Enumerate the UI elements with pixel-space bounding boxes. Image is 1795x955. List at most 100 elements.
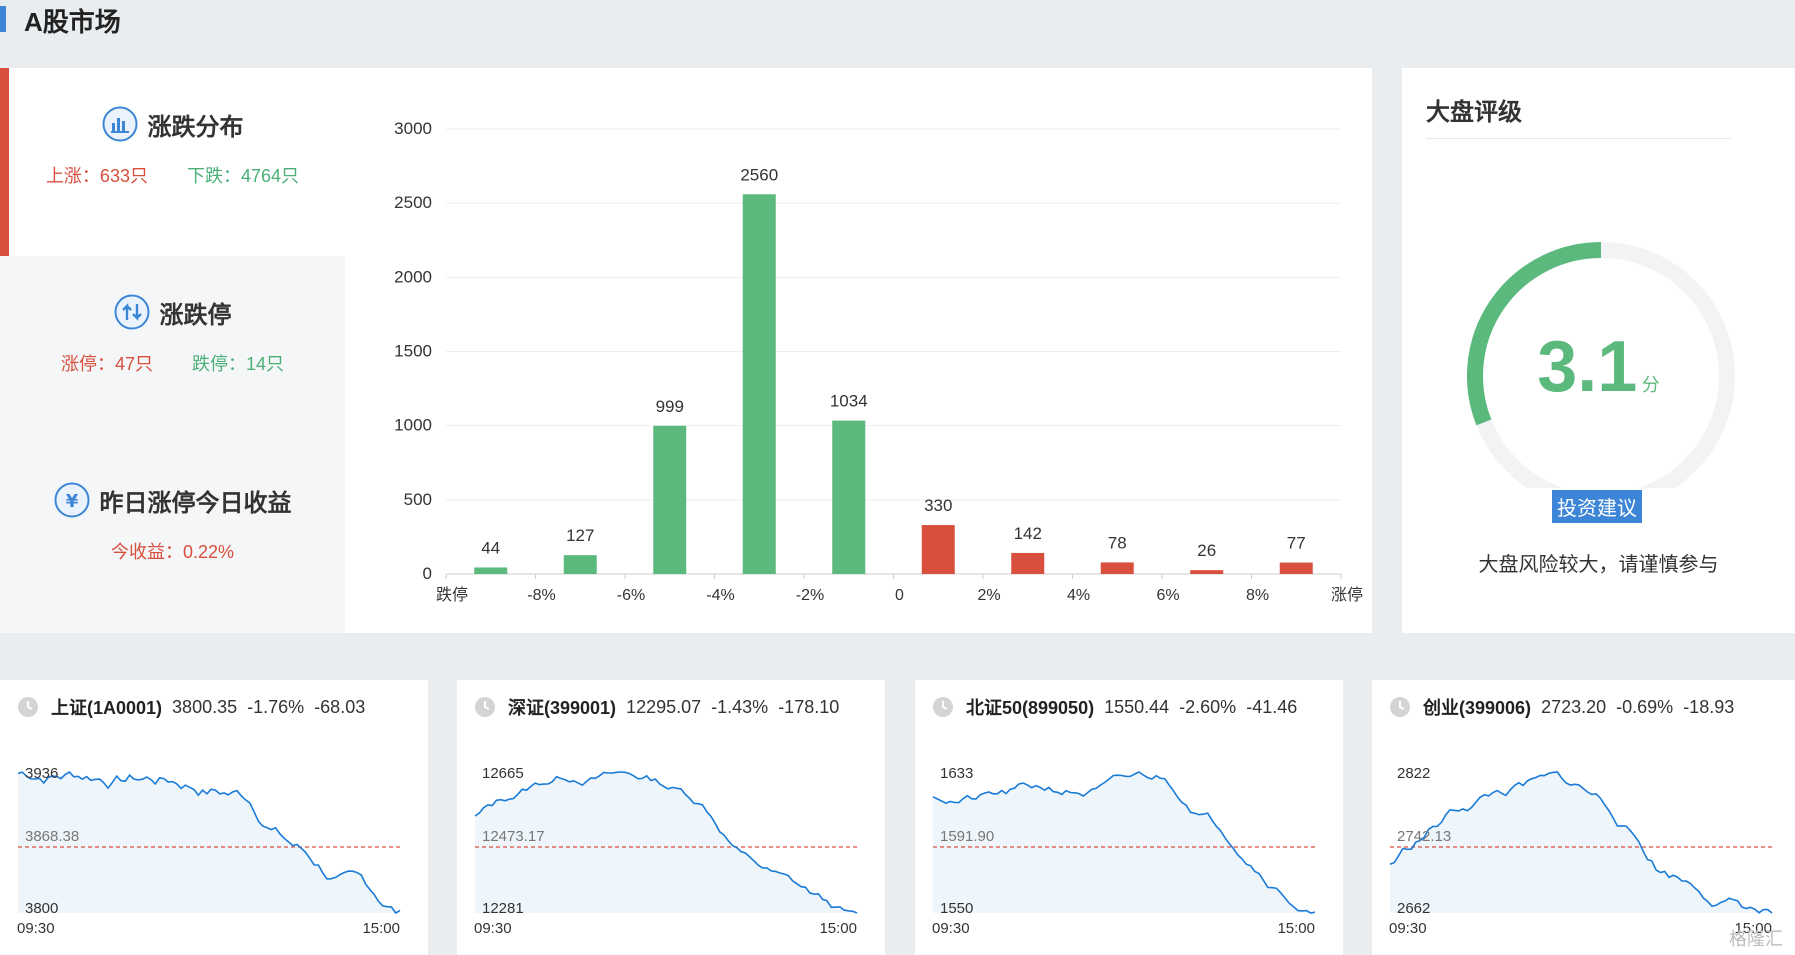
index-header: 创业(399006) 2723.20 -0.69% -18.93 [1389, 694, 1744, 720]
index-card-sz[interactable]: 深证(399001) 12295.07 -1.43% -178.10 12665 1247… [457, 680, 885, 955]
axis-low-label: 3800 [25, 900, 58, 917]
x-tick-label: 跌停 [436, 586, 468, 604]
active-indicator [0, 68, 9, 256]
clock-icon [933, 697, 953, 717]
stat-distribution[interactable]: 涨跌分布 上涨：633只 下跌：4764只 [0, 68, 345, 256]
page-title: A股市场 [24, 7, 121, 37]
rating-score: 3.1 [1537, 327, 1638, 407]
index-price: 3800.35 [172, 696, 238, 717]
y-tick-label: 500 [404, 490, 432, 509]
bar-value-label: 78 [1108, 533, 1127, 552]
axis-ref-label: 3868.38 [25, 828, 79, 845]
y-tick-label: 1000 [394, 416, 432, 435]
down-count: 下跌：4764只 [187, 166, 300, 186]
gauge-arc [1467, 242, 1602, 426]
index-card-sh[interactable]: 上证(1A0001) 3800.35 -1.76% -68.03 3936 3868.38… [0, 680, 428, 955]
axis-start-time: 09:30 [932, 920, 970, 937]
rating-divider [1426, 138, 1731, 139]
bar[interactable] [1011, 552, 1045, 574]
index-pct: -2.60% [1179, 696, 1237, 717]
header-accent [0, 6, 6, 32]
limit-down-count: 跌停：14只 [192, 354, 285, 374]
rating-gauge [1467, 242, 1735, 488]
sparkline-line [17, 770, 401, 915]
y-tick-label: 2500 [394, 193, 432, 212]
axis-low-label: 12281 [482, 900, 524, 917]
axis-low-label: 1550 [940, 900, 973, 917]
axis-high-label: 3936 [25, 765, 58, 782]
axis-high-label: 1633 [940, 765, 973, 782]
x-tick-label: 0 [895, 587, 904, 604]
bar-value-label: 142 [1014, 524, 1042, 543]
index-header: 北证50(899050) 1550.44 -2.60% -41.46 [932, 694, 1307, 720]
axis-ref-label: 1591.90 [940, 828, 994, 845]
clock-icon [475, 697, 495, 717]
index-sparkline: 1633 1591.90 1550 09:30 15:00 [932, 765, 1316, 937]
index-change: -18.93 [1683, 696, 1735, 717]
sparkline-area [1390, 772, 1772, 913]
index-pct: -1.76% [247, 696, 305, 717]
y-tick-label: 3000 [394, 119, 432, 138]
axis-ref-label: 2742.13 [1397, 828, 1451, 845]
rating-note: 大盘风险较大，请谨慎参与 [1478, 554, 1719, 576]
index-header: 深证(399001) 12295.07 -1.43% -178.10 [474, 694, 849, 720]
bar[interactable] [1190, 570, 1224, 574]
x-tick-label: -2% [796, 587, 824, 604]
index-price: 12295.07 [626, 696, 702, 717]
sparkline-area [18, 772, 400, 913]
bar[interactable] [1279, 562, 1313, 574]
bar-value-label: 77 [1287, 534, 1306, 553]
index-card-cyb[interactable]: 创业(399006) 2723.20 -0.69% -18.93 2822 2742.13… [1372, 680, 1795, 955]
bar[interactable] [832, 420, 866, 574]
bar-value-label: 330 [924, 496, 952, 515]
sparkline-area [933, 772, 1315, 913]
section-header: A股市场 [0, 0, 1795, 68]
rating-unit: 分 [1641, 375, 1660, 395]
index-sparkline: 12665 12473.17 12281 09:30 15:00 [474, 765, 858, 937]
limit-up-count: 涨停：47只 [60, 354, 153, 374]
bar[interactable] [563, 555, 597, 574]
x-tick-label: -6% [617, 587, 645, 604]
axis-start-time: 09:30 [17, 920, 55, 937]
bar[interactable] [474, 567, 508, 574]
index-pct: -1.43% [711, 696, 769, 717]
index-card-bj50[interactable]: 北证50(899050) 1550.44 -2.60% -41.46 1633 1591.… [915, 680, 1343, 955]
sparkline-line [1389, 771, 1773, 914]
rating-score-wrap: 3.1 分 [1402, 326, 1795, 408]
x-tick-label: 8% [1246, 587, 1269, 604]
y-tick-label: 1500 [394, 342, 432, 361]
sparkline-line [932, 771, 1316, 914]
sparkline-line [474, 771, 858, 914]
clock-icon [18, 697, 38, 717]
axis-end-time: 15:00 [362, 920, 400, 937]
stat-yesterday-title: 昨日涨停今日收益 [99, 489, 292, 517]
svg-text:¥: ¥ [65, 491, 78, 512]
axis-start-time: 09:30 [1389, 920, 1427, 937]
x-tick-label: 4% [1067, 587, 1090, 604]
bar-value-label: 2560 [740, 165, 778, 184]
investment-advice-badge[interactable]: 投资建议 [1552, 490, 1642, 523]
x-tick-label: -8% [527, 587, 555, 604]
axis-end-time: 15:00 [1734, 920, 1772, 937]
index-change: -178.10 [778, 696, 840, 717]
axis-high-label: 12665 [482, 765, 524, 782]
stat-yesterday-limit[interactable]: ¥ 昨日涨停今日收益 今收益：0.22% [0, 444, 345, 633]
bar[interactable] [742, 194, 776, 574]
bar[interactable] [921, 525, 955, 574]
bar[interactable] [653, 425, 687, 574]
bar-value-label: 44 [481, 538, 500, 557]
clock-icon [1390, 697, 1410, 717]
distribution-chart-panel: 0 500 1000 1500 2000 2500 3000 跌停 -8% -6% -4% -2% 0 2… [345, 68, 1372, 633]
yen-icon: ¥ [54, 482, 89, 518]
x-tick-label: -4% [706, 587, 734, 604]
index-pct: -0.69% [1616, 696, 1674, 717]
y-tick-label: 0 [423, 564, 432, 583]
today-return: 今收益：0.22% [110, 542, 235, 562]
stat-limit[interactable]: 涨跌停 涨停：47只 跌停：14只 [0, 256, 345, 444]
bar[interactable] [1100, 562, 1134, 574]
up-count: 上涨：633只 [45, 166, 148, 186]
index-change: -68.03 [314, 696, 366, 717]
axis-end-time: 15:00 [819, 920, 857, 937]
axis-high-label: 2822 [1397, 765, 1430, 782]
index-sparkline: 2822 2742.13 2662 09:30 15:00 [1389, 765, 1773, 937]
